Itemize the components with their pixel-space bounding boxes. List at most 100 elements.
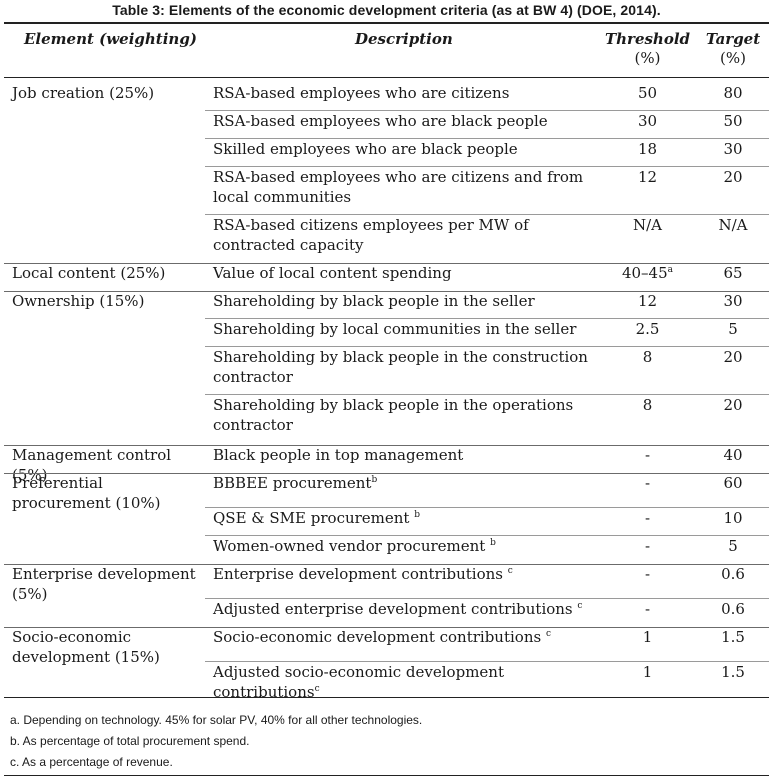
- threshold-cell: 30: [600, 111, 695, 131]
- bottom-rule: [4, 697, 769, 698]
- description-footnote-mark: b: [371, 475, 378, 485]
- header-threshold-label: Threshold: [604, 30, 691, 48]
- description-cell: Socio-economic development contributions…: [213, 627, 593, 647]
- threshold-cell: 18: [600, 139, 695, 159]
- footnote-a: a. Depending on technology. 45% for sola…: [10, 713, 423, 727]
- footnote-c: c. As a percentage of revenue.: [10, 755, 173, 769]
- target-cell: 30: [723, 292, 743, 310]
- description-cell: Shareholding by black people in the oper…: [213, 395, 593, 435]
- target-cell: 5: [728, 320, 738, 338]
- threshold-value: N/A: [632, 216, 662, 234]
- description-cell: Value of local content spending: [213, 263, 593, 283]
- group-divider: [4, 473, 769, 474]
- threshold-cell: 12: [600, 167, 695, 187]
- group-divider: [4, 627, 769, 628]
- description-text: Women-owned vendor procurement: [213, 537, 491, 555]
- threshold-footnote-mark: a: [667, 265, 674, 275]
- description-text: Shareholding by black people in the sell…: [213, 292, 535, 310]
- target-cell: 30: [723, 140, 743, 158]
- threshold-cell: -: [600, 536, 695, 556]
- target-cell: 20: [723, 348, 743, 366]
- threshold-cell: -: [600, 564, 695, 584]
- header-element: Element (weighting): [24, 30, 197, 48]
- description-cell: RSA-based employees who are citizens and…: [213, 167, 593, 207]
- element-cell: Job creation (25%): [12, 84, 155, 102]
- element-cell: Local content (25%): [12, 264, 166, 282]
- table-caption: Table 3: Elements of the economic develo…: [112, 2, 661, 18]
- target-cell: 1.5: [721, 663, 745, 681]
- description-cell: RSA-based employees who are citizens: [213, 83, 593, 103]
- threshold-cell: 40–45a: [600, 263, 695, 283]
- threshold-cell: 1: [600, 662, 695, 682]
- description-text: Shareholding by black people in the oper…: [213, 396, 574, 434]
- threshold-value: 1: [642, 628, 653, 646]
- threshold-cell: 8: [600, 395, 695, 415]
- threshold-value: -: [644, 446, 651, 464]
- description-cell: Shareholding by black people in the sell…: [213, 291, 593, 311]
- threshold-value: 12: [637, 292, 658, 310]
- footnote-rule: [4, 775, 769, 776]
- target-cell: 50: [723, 112, 743, 130]
- threshold-cell: -: [600, 599, 695, 619]
- threshold-cell: -: [600, 445, 695, 465]
- threshold-value: 1: [642, 663, 653, 681]
- description-text: Socio-economic development contributions: [213, 628, 546, 646]
- threshold-cell: 1: [600, 627, 695, 647]
- target-cell: 20: [723, 396, 743, 414]
- row-divider: [205, 661, 769, 662]
- description-footnote-mark: c: [314, 684, 320, 694]
- target-cell: 80: [723, 84, 743, 102]
- threshold-value: -: [644, 600, 651, 618]
- description-text: RSA-based employees who are black people: [213, 112, 548, 130]
- element-cell: Socio-economic development (15%): [12, 628, 160, 666]
- description-cell: Black people in top management: [213, 445, 593, 465]
- threshold-value: 30: [637, 112, 658, 130]
- threshold-value: 12: [637, 168, 658, 186]
- footnote-b: b. As percentage of total procurement sp…: [10, 734, 250, 748]
- threshold-value: -: [644, 474, 651, 492]
- group-divider: [4, 564, 769, 565]
- group-divider: [4, 291, 769, 292]
- description-cell: RSA-based citizens employees per MW of c…: [213, 215, 593, 255]
- row-divider: [205, 318, 769, 319]
- description-cell: Adjusted socio-economic development cont…: [213, 662, 593, 702]
- header-description: Description: [355, 30, 453, 48]
- row-divider: [205, 214, 769, 215]
- target-cell: 5: [728, 537, 738, 555]
- target-cell: 20: [723, 168, 743, 186]
- threshold-cell: -: [600, 508, 695, 528]
- description-cell: RSA-based employees who are black people: [213, 111, 593, 131]
- threshold-cell: -: [600, 473, 695, 493]
- element-cell: Preferential procurement (10%): [12, 474, 161, 512]
- group-divider: [4, 263, 769, 264]
- threshold-cell: N/A: [600, 215, 695, 235]
- row-divider: [205, 535, 769, 536]
- header-target: Target (%): [697, 30, 769, 68]
- threshold-cell: 50: [600, 83, 695, 103]
- description-text: RSA-based employees who are citizens and…: [213, 168, 584, 206]
- threshold-value: 8: [642, 396, 653, 414]
- description-text: BBBEE procurement: [213, 474, 372, 492]
- row-divider: [205, 110, 769, 111]
- target-cell: 1.5: [721, 628, 745, 646]
- description-cell: Skilled employees who are black people: [213, 139, 593, 159]
- row-divider: [205, 166, 769, 167]
- row-divider: [205, 346, 769, 347]
- top-rule: [4, 22, 769, 24]
- threshold-value: 18: [637, 140, 658, 158]
- description-text: Shareholding by local communities in the…: [213, 320, 577, 338]
- description-footnote-mark: b: [414, 510, 420, 520]
- row-divider: [205, 138, 769, 139]
- description-footnote-mark: c: [577, 601, 583, 611]
- threshold-value: 40–45: [621, 264, 668, 282]
- target-cell: 60: [723, 474, 743, 492]
- header-target-unit: (%): [720, 49, 746, 67]
- element-cell: Enterprise development (5%): [12, 565, 196, 603]
- threshold-value: 8: [642, 348, 653, 366]
- row-divider: [205, 394, 769, 395]
- description-cell: Adjusted enterprise development contribu…: [213, 599, 593, 619]
- description-cell: Shareholding by black people in the cons…: [213, 347, 593, 387]
- header-threshold: Threshold (%): [600, 30, 695, 68]
- description-text: Enterprise development contributions: [213, 565, 508, 583]
